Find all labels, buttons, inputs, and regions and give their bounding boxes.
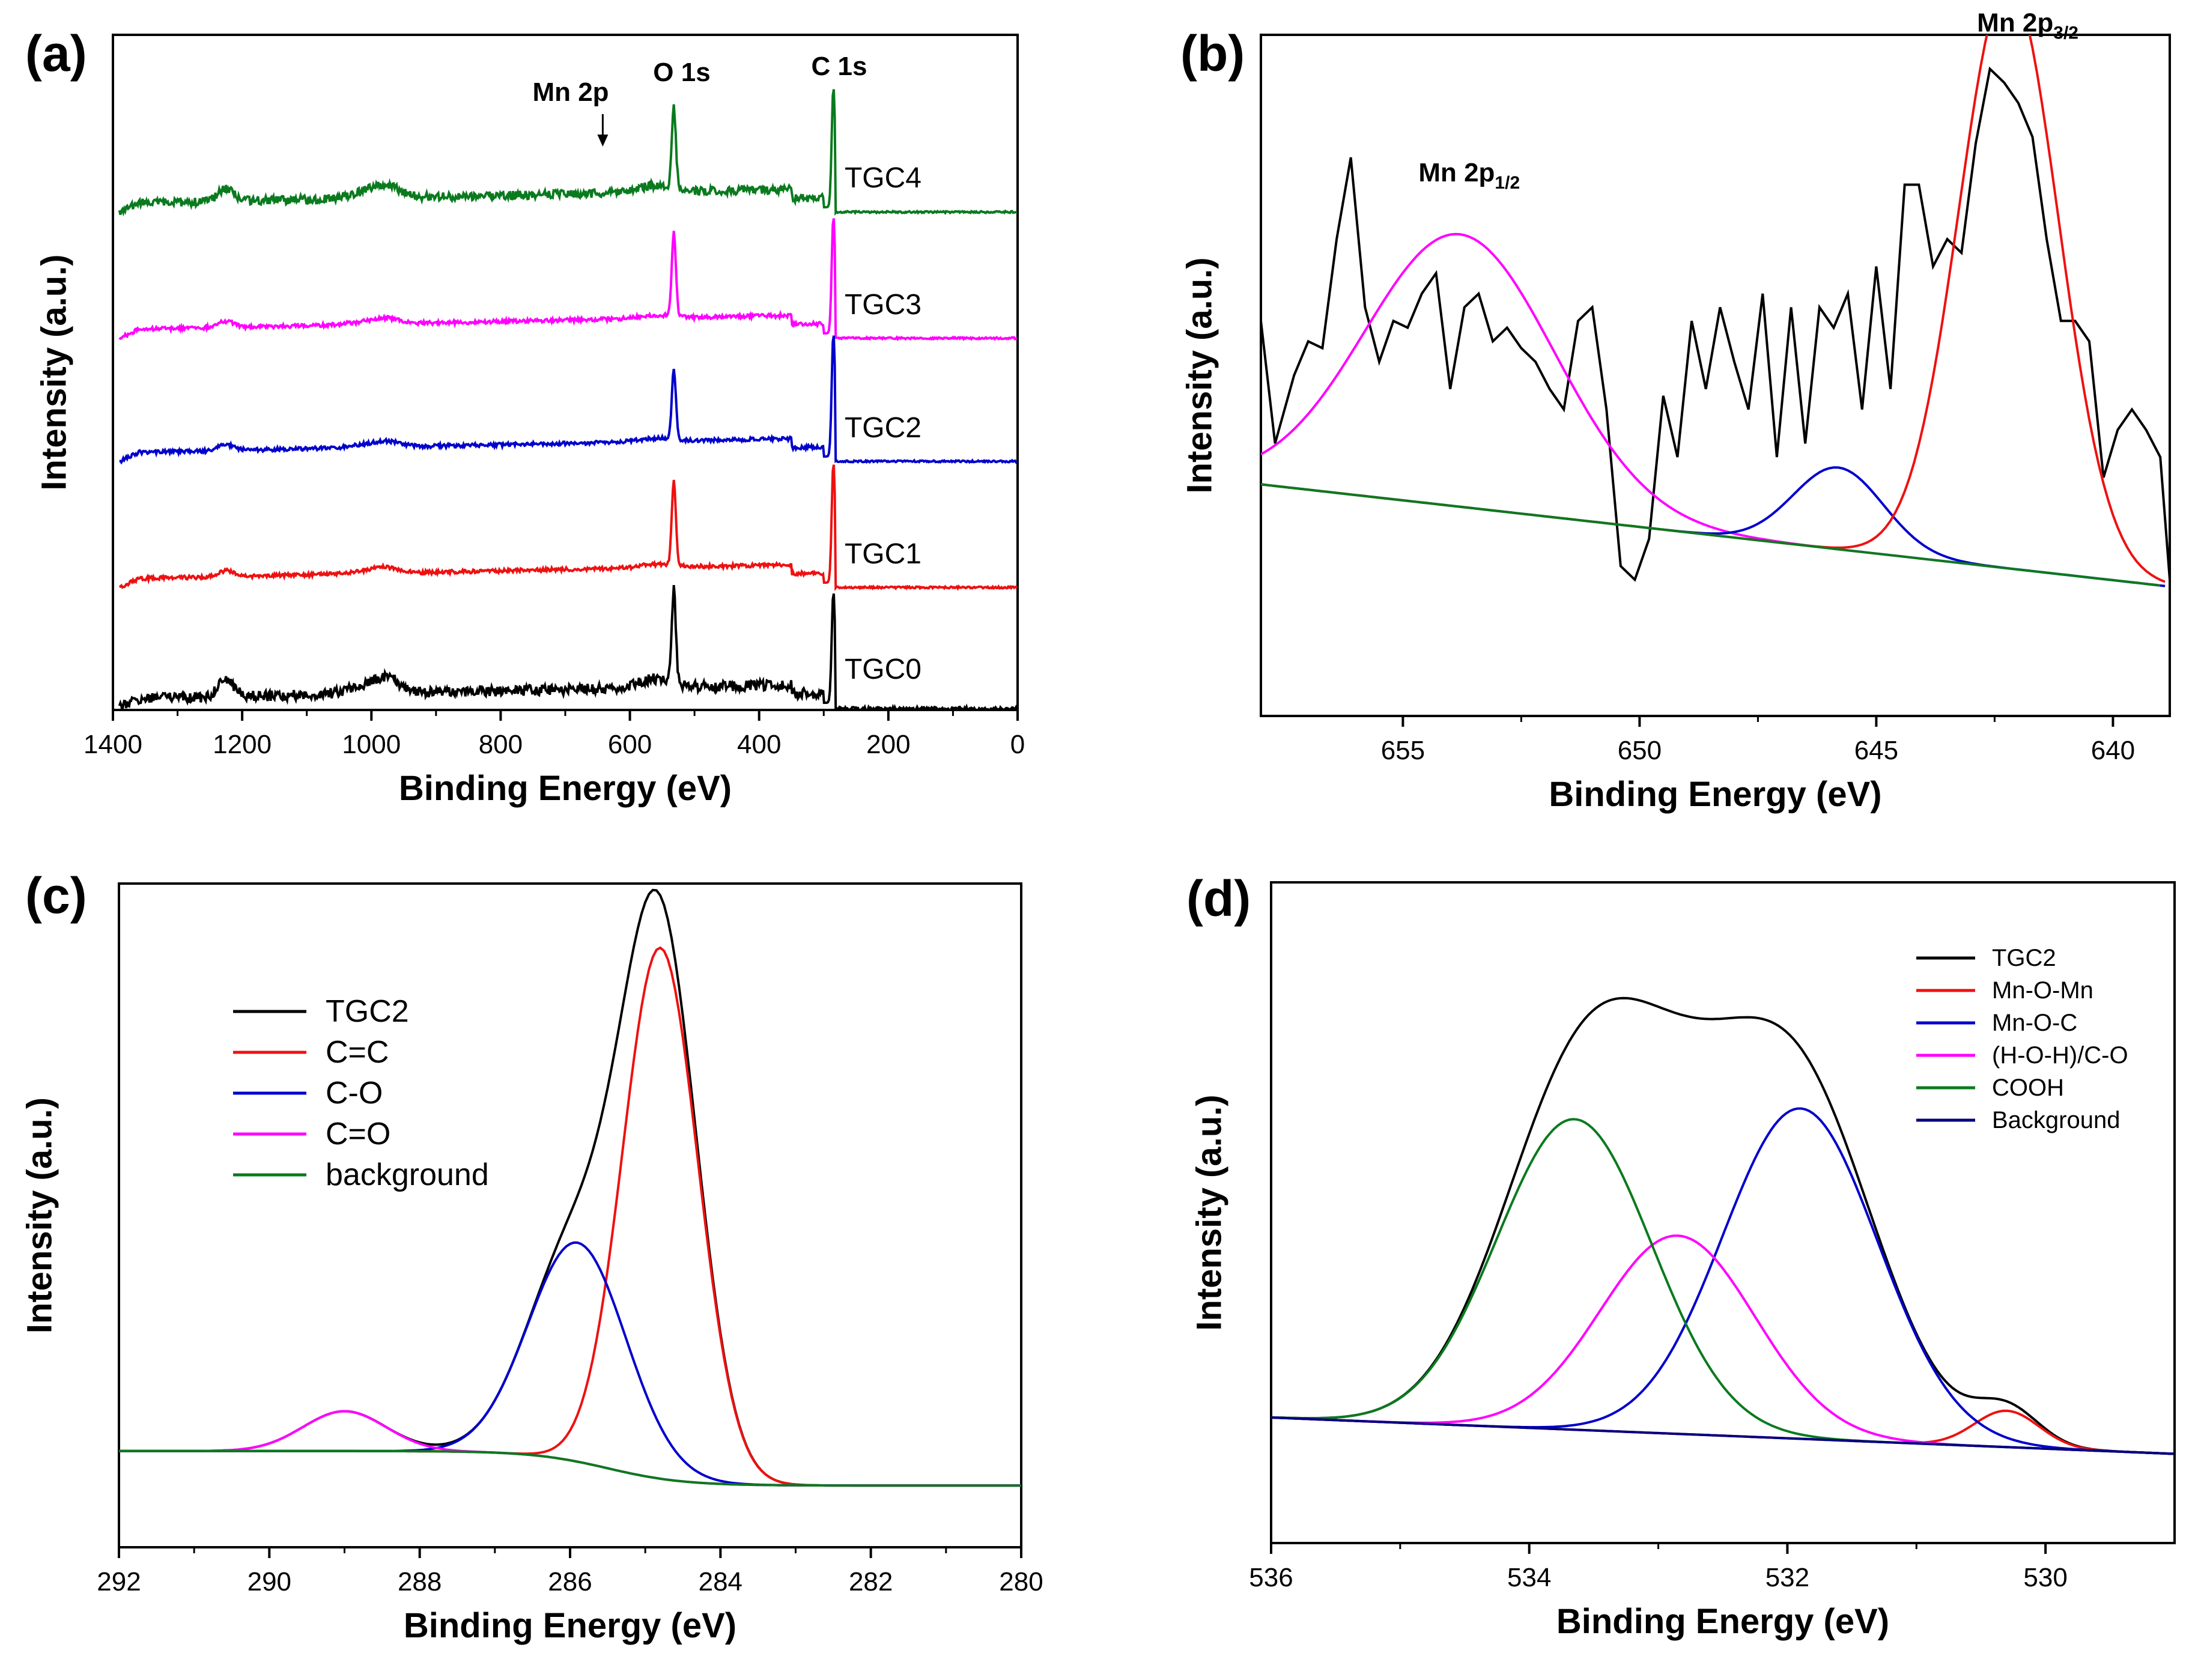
series-mn-2p3-2-fit [1261,35,2166,583]
legend-label: TGC2 [326,994,409,1029]
x-tick-label: 282 [849,1567,893,1597]
legend-label: Background [1992,1107,2120,1133]
panel-b: 655 650 645 640 Binding Energy (eV) Intensity… [1180,8,2171,814]
series-tgc0 [118,584,1018,710]
x-axis-label: Binding Energy (eV) [404,1606,736,1645]
x-tick-label: 280 [999,1567,1043,1597]
x-tick-label: 1400 [83,730,142,759]
legend-label: background [326,1157,489,1192]
legend-label: (H-O-H)/C-O [1992,1042,2128,1069]
series-tgc3 [118,218,1018,342]
x-axis-label: Binding Energy (eV) [399,769,732,808]
x-tick-label: 292 [97,1567,141,1597]
series-c-o [119,1410,1021,1487]
x-axis-label: Binding Energy (eV) [1549,775,1881,814]
series-tgc2 [119,888,1021,1487]
series-tgc2 [119,335,1018,465]
x-tick-label: 536 [1249,1563,1293,1592]
legend: TGC2 C=C C-O C=O background [233,994,489,1192]
panel-label: (c) [25,867,87,924]
series-c-o [119,1241,1021,1487]
x-tick-label: 600 [608,730,652,759]
series-tgc4 [118,89,1017,217]
series-tgc1 [118,464,1018,592]
x-tick-label: 290 [247,1567,291,1597]
x-tick-label: 655 [1381,736,1425,765]
annotation-mn2p32: Mn 2p3/2 [1977,8,2078,43]
panel-label: (d) [1186,870,1251,927]
x-tick-label: 530 [2023,1563,2067,1592]
x-tick-label: 200 [866,730,910,759]
annotation-o1s: O 1s [653,58,710,87]
x-tick-label: 800 [479,730,523,759]
series-background [1261,483,2161,587]
panel-c: 292 290 288 286 284 282 280 Binding Energy (eV)… [20,867,1043,1645]
y-axis-label: Intensity (a.u.) [35,254,74,490]
y-axis-label: Intensity (a.u.) [20,1097,59,1333]
panel-label: (b) [1180,25,1245,82]
y-axis-label: Intensity (a.u.) [1190,1094,1229,1330]
series-label-tgc2: TGC2 [845,412,921,444]
legend: TGC2 Mn-O-Mn Mn-O-C (H-O-H)/C-O COOH Backgrou… [1916,945,2128,1133]
panel-a: 1400 1200 1000 800 600 400 200 0 Binding Energy … [25,25,1025,808]
series-label-tgc3: TGC3 [845,289,921,321]
x-tick-label: 650 [1618,736,1662,765]
legend-label: Mn-O-C [1992,1010,2077,1036]
legend-label: C=O [326,1117,390,1151]
series-label-tgc1: TGC1 [845,538,921,570]
x-tick-label: 1000 [342,730,401,759]
legend-label: Mn-O-Mn [1992,977,2093,1004]
annotation-arrow-head [597,135,609,147]
x-tick-label: 640 [2091,736,2135,765]
panel-label: (a) [25,25,87,82]
annotation-mn2p12: Mn 2p1/2 [1418,158,1520,193]
x-tick-label: 645 [1854,736,1898,765]
series-cooh [1271,1118,2173,1455]
series-mn-o-c [1271,1107,2173,1455]
panel-d: 536 534 532 530 Binding Energy (eV) Intensity… [1186,870,2176,1641]
x-tick-label: 286 [548,1567,592,1597]
legend-label: C-O [326,1076,383,1111]
series-label-tgc0: TGC0 [845,654,921,685]
series-raw [1261,66,2170,582]
x-tick-label: 1200 [213,730,272,759]
x-tick-label: 532 [1765,1563,1809,1592]
annotation-mn2p: Mn 2p [532,77,609,107]
legend-label: TGC2 [1992,945,2056,971]
plot-frame [1270,881,2176,1544]
x-tick-label: 400 [737,730,781,759]
annotation-subscript: 1/2 [1495,173,1520,193]
x-tick-label: 288 [398,1567,442,1597]
series-label-tgc4: TGC4 [845,162,921,194]
plot-frame [112,34,1019,711]
series-background [1271,1416,2173,1455]
legend-label: C=C [326,1035,389,1070]
annotation-subscript: 3/2 [2053,23,2078,43]
legend-label: COOH [1992,1075,2064,1101]
plot-frame [1260,34,2171,717]
x-tick-label: 0 [1010,730,1025,759]
x-tick-label: 534 [1507,1563,1551,1592]
series-background [119,1449,1021,1487]
x-axis-label: Binding Energy (eV) [1556,1602,1889,1641]
y-axis-label: Intensity (a.u.) [1180,257,1219,493]
annotation-c1s: C 1s [812,52,867,81]
x-tick-label: 284 [699,1567,742,1597]
